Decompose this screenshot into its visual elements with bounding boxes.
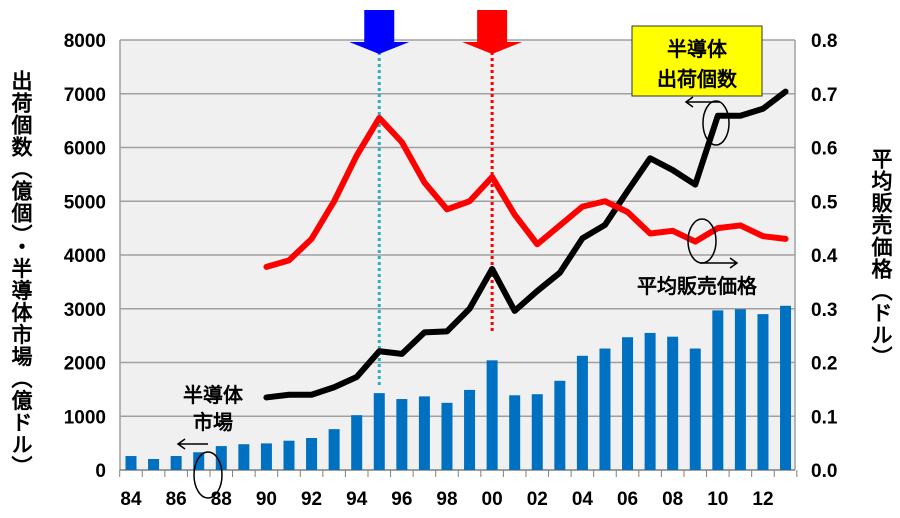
bar-92 [306,438,318,470]
x-tick-label: 08 [662,489,683,510]
bar-87 [193,452,205,470]
left-axis-label: 出荷個数（億個）・半導体市場（億ドル） [9,70,33,478]
right-tick-label: 0.1 [811,407,838,428]
units-label-box [631,25,763,97]
right-tick-label: 0.6 [811,139,837,160]
x-tick-label: 00 [482,489,503,510]
bar-11 [734,309,746,470]
bar-07 [644,332,656,470]
bar-96 [396,399,408,470]
bar-01 [509,395,521,470]
bar-05 [599,348,611,470]
bar-86 [170,456,182,470]
units-circle [702,100,730,146]
bar-00 [486,360,498,470]
bar-90 [260,443,272,470]
x-tick-label: 02 [527,489,548,510]
market-label-line1: 半導体 [183,383,244,407]
right-tick-label: 0.8 [811,31,837,52]
x-tick-label: 92 [301,489,322,510]
right-axis-label: 平均販売価格（ドル） [869,148,893,368]
bar-12 [757,314,769,470]
bar-10 [712,310,724,470]
bar-99 [464,389,476,470]
x-tick-label: 12 [752,489,773,510]
x-tick-label: 10 [707,489,728,510]
left-tick-label: 5000 [64,192,106,213]
market-label-line2: 市場 [193,410,233,434]
bar-93 [328,429,340,470]
right-tick-label: 0.3 [811,300,837,321]
right-tick-label: 0.7 [811,85,837,106]
bar-91 [283,440,295,470]
left-tick-label: 2000 [64,354,106,375]
x-tick-label: 04 [572,489,594,510]
price-label: 平均販売価格 [637,274,758,298]
units-label-line2: 出荷個数 [657,67,738,91]
right-tick-label: 0.0 [811,461,837,482]
x-tick-label: 86 [166,489,187,510]
left-tick-label: 4000 [64,246,106,267]
units-label-line1: 半導体 [667,37,728,61]
left-tick-label: 1000 [64,407,106,428]
bar-04 [576,355,588,470]
bar-88 [215,446,227,470]
left-tick-label: 8000 [64,31,106,52]
x-tick-label: 84 [120,489,142,510]
x-tick-label: 90 [256,489,277,510]
bar-97 [418,396,430,470]
left-tick-label: 6000 [64,139,106,160]
left-arrow-icon [684,96,720,108]
price-line [263,114,789,270]
bar-84 [125,456,137,470]
bar-02 [531,394,543,470]
x-tick-label: 96 [391,489,412,510]
bar-06 [622,337,634,470]
bar-03 [554,380,566,470]
right-tick-label: 0.4 [811,246,838,267]
down-arrow-icon [349,10,410,54]
bar-95 [373,393,385,470]
market-circle [193,451,223,499]
bar-98 [441,402,453,470]
bar-89 [238,444,250,470]
x-tick-label: 06 [617,489,638,510]
bar-08 [667,336,679,470]
down-arrow-icon [462,10,523,54]
left-tick-label: 7000 [64,85,106,106]
left-tick-label: 3000 [64,300,106,321]
x-tick-label: 94 [346,489,368,510]
right-arrow-icon [700,257,739,269]
x-tick-label: 98 [436,489,457,510]
units-line [263,88,789,401]
right-tick-label: 0.2 [811,354,837,375]
bar-85 [148,458,160,470]
right-tick-label: 0.5 [811,192,838,213]
bar-13 [780,305,792,470]
bar-94 [351,415,363,470]
left-arrow-icon [176,438,208,450]
bar-09 [689,348,701,470]
x-tick-label: 88 [211,489,232,510]
left-tick-label: 0 [95,461,106,482]
